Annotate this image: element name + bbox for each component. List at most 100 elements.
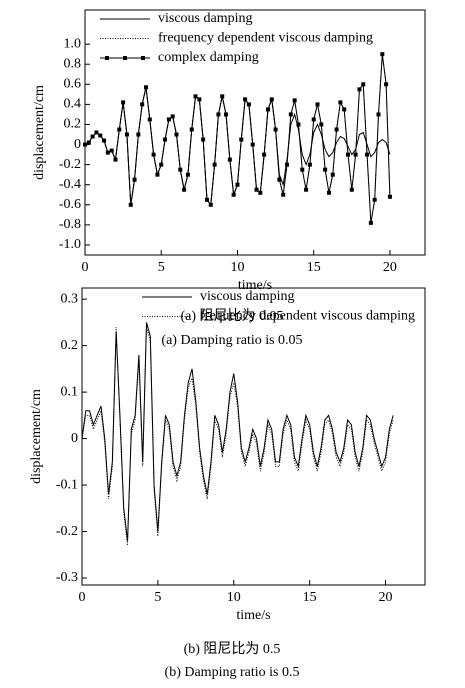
data-point: [140, 102, 145, 107]
plot-frame: [84, 9, 426, 256]
data-point: [258, 190, 263, 195]
data-point: [349, 187, 354, 192]
data-point: [376, 112, 381, 117]
data-point: [185, 172, 190, 177]
x-tick-label: 5: [158, 260, 165, 275]
data-point: [224, 112, 229, 117]
data-point: [277, 177, 282, 182]
y-tick-label: 1.0: [64, 36, 82, 51]
data-point: [94, 130, 99, 135]
y-axis-label: displacement/cm: [29, 389, 44, 484]
x-tick-label: 15: [307, 260, 321, 275]
data-point: [243, 97, 248, 102]
y-tick-label: 0.1: [61, 384, 79, 399]
data-point: [128, 202, 133, 207]
data-point: [262, 152, 267, 157]
legend-label: frequency dependent viscous damping: [158, 31, 373, 46]
data-point: [338, 100, 343, 105]
data-point: [155, 172, 160, 177]
data-point: [285, 162, 290, 167]
data-point: [121, 100, 126, 105]
legend-marker: [123, 56, 127, 60]
data-point: [246, 102, 251, 107]
caption: (b) 阻尼比为 0.5: [184, 641, 281, 657]
data-point: [86, 140, 91, 145]
data-point: [189, 127, 194, 132]
x-tick-label: 20: [383, 260, 397, 275]
data-point: [151, 152, 156, 157]
data-point: [239, 137, 244, 142]
y-tick-label: -0.2: [56, 524, 78, 539]
data-point: [136, 132, 141, 137]
data-point: [216, 112, 221, 117]
x-tick-label: 20: [379, 590, 393, 605]
data-point: [193, 94, 198, 99]
legend-label: frequency dependent viscous damping: [200, 309, 415, 324]
data-point: [281, 192, 286, 197]
legend-label: complex damping: [158, 50, 259, 65]
series-line: [84, 87, 391, 207]
data-point: [361, 82, 366, 87]
data-point: [296, 122, 301, 127]
y-tick-label: 0: [74, 137, 81, 152]
x-axis-label: time/s: [238, 278, 272, 293]
data-point: [357, 87, 362, 92]
data-point: [124, 132, 129, 137]
data-point: [307, 162, 312, 167]
data-point: [300, 167, 305, 172]
data-point: [323, 167, 328, 172]
y-tick-label: 0.2: [61, 338, 79, 353]
data-point: [311, 117, 316, 122]
y-tick-label: -0.1: [56, 477, 78, 492]
data-point: [269, 97, 274, 102]
x-tick-label: 0: [79, 590, 86, 605]
data-point: [319, 122, 324, 127]
y-tick-label: -0.6: [59, 197, 81, 212]
y-tick-label: 0.6: [64, 77, 82, 92]
caption: (b) Damping ratio is 0.5: [165, 665, 300, 680]
y-tick-label: 0.8: [64, 56, 82, 71]
data-point: [105, 150, 110, 155]
x-tick-label: 15: [303, 590, 317, 605]
data-point: [163, 137, 168, 142]
data-point: [174, 132, 179, 137]
data-point: [113, 157, 118, 162]
data-point: [204, 197, 209, 202]
data-point: [231, 192, 236, 197]
caption: (a) Damping ratio is 0.05: [161, 333, 302, 348]
y-axis-label: displacement/cm: [32, 85, 47, 180]
x-tick-label: 0: [82, 260, 89, 275]
data-point: [334, 127, 339, 132]
data-point: [304, 187, 309, 192]
y-tick-label: 0.2: [64, 117, 82, 132]
data-point: [372, 197, 377, 202]
y-tick-label: -0.4: [59, 177, 81, 192]
legend-label: viscous damping: [200, 289, 295, 304]
data-point: [250, 142, 255, 147]
data-point: [330, 172, 335, 177]
data-point: [292, 98, 297, 103]
y-tick-label: -0.8: [59, 217, 81, 232]
data-point: [273, 127, 278, 132]
data-point: [368, 220, 373, 225]
data-point: [132, 177, 137, 182]
y-tick-label: -0.2: [59, 157, 81, 172]
data-point: [387, 194, 392, 199]
data-point: [147, 117, 152, 122]
y-tick-label: -0.3: [56, 570, 78, 585]
data-point: [265, 107, 270, 112]
legend-marker: [105, 56, 109, 60]
data-point: [197, 97, 202, 102]
series-line: [81, 322, 394, 541]
data-point: [342, 107, 347, 112]
legend-label: viscous damping: [158, 11, 253, 26]
data-point: [90, 134, 95, 139]
legend-marker: [141, 56, 145, 60]
data-point: [220, 94, 225, 99]
data-point: [117, 127, 122, 132]
data-point: [235, 182, 240, 187]
data-point: [212, 162, 217, 167]
data-point: [353, 152, 358, 157]
data-point: [227, 157, 232, 162]
